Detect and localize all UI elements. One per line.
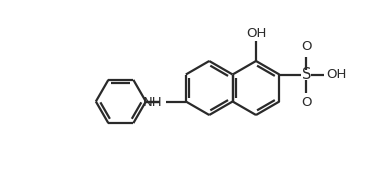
Text: S: S — [302, 67, 311, 82]
Text: O: O — [301, 96, 312, 109]
Text: NH: NH — [143, 96, 163, 109]
Text: O: O — [301, 40, 312, 52]
Text: OH: OH — [246, 27, 266, 40]
Text: OH: OH — [326, 68, 347, 81]
